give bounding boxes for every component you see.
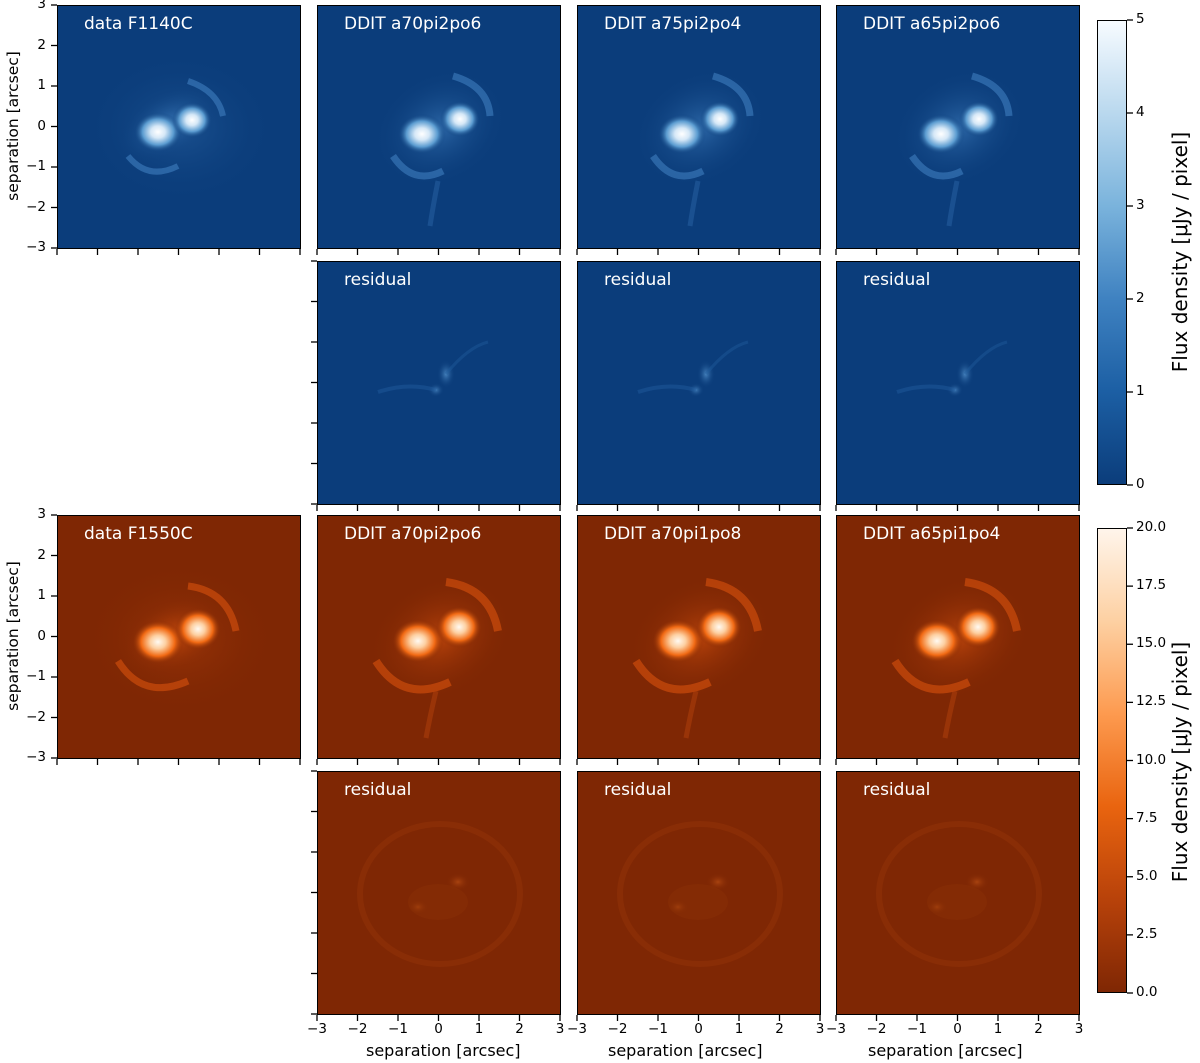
image-map bbox=[578, 6, 821, 249]
x-axis-label: separation [arcsec] bbox=[868, 1041, 1023, 1060]
x-tick-label: −3 bbox=[826, 1021, 846, 1037]
image-map bbox=[318, 6, 561, 249]
x-tick-label: 1 bbox=[734, 1021, 744, 1037]
image-map bbox=[318, 262, 561, 505]
image-map bbox=[58, 6, 301, 249]
x-tick-label: 2 bbox=[1034, 1021, 1043, 1037]
image-map bbox=[837, 262, 1080, 505]
colorbar-tick-label: 2.5 bbox=[1136, 925, 1158, 942]
colorbar-tick-label: 5 bbox=[1136, 11, 1145, 27]
colorbar-tick-label: 7.5 bbox=[1136, 809, 1158, 826]
panel-residual-3: residual bbox=[836, 261, 1080, 505]
panel-model-5: DDIT a70pi1po8 bbox=[577, 515, 821, 759]
panel-title: residual bbox=[863, 780, 931, 800]
colorbar-tick-label: 4 bbox=[1136, 104, 1145, 120]
colorbar-tick-label: 5.0 bbox=[1136, 867, 1158, 884]
panel-title: residual bbox=[604, 780, 672, 800]
x-tick-label: −2 bbox=[347, 1021, 368, 1037]
x-tick-label: −1 bbox=[907, 1021, 927, 1037]
x-tick-label: −3 bbox=[567, 1021, 587, 1037]
colorbar-tick-label: 0 bbox=[1136, 476, 1145, 492]
colorbar-tick-label: 10.0 bbox=[1136, 751, 1167, 768]
image-map bbox=[318, 772, 561, 1015]
panel-model-1: DDIT a70pi2po6 bbox=[317, 5, 561, 249]
panel-title: DDIT a65pi2po6 bbox=[863, 14, 1001, 34]
image-map bbox=[58, 516, 301, 759]
x-axis-label: separation [arcsec] bbox=[366, 1041, 521, 1060]
image-map bbox=[837, 772, 1080, 1015]
y-tick-label: 2 bbox=[37, 36, 46, 53]
panel-data-f1140c: data F1140C bbox=[57, 5, 301, 249]
colorbar-blue bbox=[1097, 20, 1127, 485]
x-tick-label: −2 bbox=[607, 1021, 628, 1037]
image-map bbox=[318, 516, 561, 759]
x-tick-label: 0 bbox=[953, 1021, 962, 1037]
colorbar-tick-label: 15.0 bbox=[1136, 635, 1167, 652]
panel-data-f1550c: data F1550C bbox=[57, 515, 301, 759]
panel-title: DDIT a70pi1po8 bbox=[604, 524, 742, 544]
y-tick-label: 3 bbox=[37, 506, 46, 522]
colorbar-label: Flux density [μJy / pixel] bbox=[1168, 641, 1192, 883]
y-tick-label: 3 bbox=[37, 0, 46, 12]
panel-title: residual bbox=[604, 270, 672, 290]
panel-title: DDIT a75pi2po4 bbox=[604, 14, 742, 34]
y-tick-label: −3 bbox=[26, 749, 46, 765]
colorbar-tick-label: 3 bbox=[1136, 197, 1145, 213]
y-tick-label: 1 bbox=[37, 77, 46, 93]
image-map bbox=[578, 772, 821, 1015]
panel-title: residual bbox=[863, 270, 931, 290]
image-map bbox=[578, 262, 821, 505]
panel-title: DDIT a70pi2po6 bbox=[344, 524, 482, 544]
y-tick-label: −2 bbox=[26, 198, 46, 215]
panel-title: data F1140C bbox=[84, 14, 193, 34]
x-tick-label: 2 bbox=[775, 1021, 784, 1037]
x-tick-label: 2 bbox=[515, 1021, 524, 1037]
panel-model-6: DDIT a65pi1po4 bbox=[836, 515, 1080, 759]
colorbar-tick-label: 12.5 bbox=[1136, 693, 1167, 710]
x-axis-label: separation [arcsec] bbox=[608, 1041, 763, 1060]
panel-title: residual bbox=[344, 270, 412, 290]
panel-residual-1: residual bbox=[317, 261, 561, 505]
x-tick-label: −1 bbox=[648, 1021, 668, 1037]
colorbar-tick-label: 20.0 bbox=[1136, 519, 1167, 535]
panel-residual-2: residual bbox=[577, 261, 821, 505]
x-tick-label: 0 bbox=[694, 1021, 703, 1037]
panel-residual-5: residual bbox=[577, 771, 821, 1015]
colorbar-tick-label: 17.5 bbox=[1136, 577, 1167, 594]
y-tick-label: −2 bbox=[26, 708, 46, 725]
panel-model-3: DDIT a65pi2po6 bbox=[836, 5, 1080, 249]
panel-title: DDIT a65pi1po4 bbox=[863, 524, 1001, 544]
image-map bbox=[578, 516, 821, 759]
image-map bbox=[837, 516, 1080, 759]
panel-title: data F1550C bbox=[84, 524, 193, 544]
y-tick-label: 1 bbox=[37, 587, 46, 603]
panel-title: DDIT a70pi2po6 bbox=[344, 14, 482, 34]
y-tick-label: 0 bbox=[37, 627, 46, 644]
panel-residual-6: residual bbox=[836, 771, 1080, 1015]
x-tick-label: −1 bbox=[388, 1021, 408, 1037]
colorbar-tick-label: 2 bbox=[1136, 290, 1145, 306]
x-tick-label: 1 bbox=[474, 1021, 484, 1037]
colorbar-label: Flux density [μJy / pixel] bbox=[1168, 131, 1192, 373]
x-tick-label: 3 bbox=[555, 1021, 565, 1037]
x-tick-label: 1 bbox=[993, 1021, 1003, 1037]
y-tick-label: 0 bbox=[37, 117, 46, 134]
y-tick-label: −3 bbox=[26, 239, 46, 255]
x-tick-label: −2 bbox=[866, 1021, 887, 1037]
panel-title: residual bbox=[344, 780, 412, 800]
y-tick-label: 2 bbox=[37, 546, 46, 563]
y-tick-label: −1 bbox=[26, 668, 46, 684]
image-map bbox=[837, 6, 1080, 249]
y-tick-label: −1 bbox=[26, 158, 46, 174]
x-tick-label: 3 bbox=[815, 1021, 825, 1037]
x-tick-label: 3 bbox=[1074, 1021, 1084, 1037]
colorbar-tick-label: 0.0 bbox=[1136, 984, 1158, 1000]
colorbar-orange bbox=[1097, 528, 1127, 993]
colorbar-tick-label: 1 bbox=[1136, 383, 1145, 399]
panel-model-2: DDIT a75pi2po4 bbox=[577, 5, 821, 249]
x-tick-label: −3 bbox=[307, 1021, 327, 1037]
panel-model-4: DDIT a70pi2po6 bbox=[317, 515, 561, 759]
panel-residual-4: residual bbox=[317, 771, 561, 1015]
x-tick-label: 0 bbox=[434, 1021, 443, 1037]
